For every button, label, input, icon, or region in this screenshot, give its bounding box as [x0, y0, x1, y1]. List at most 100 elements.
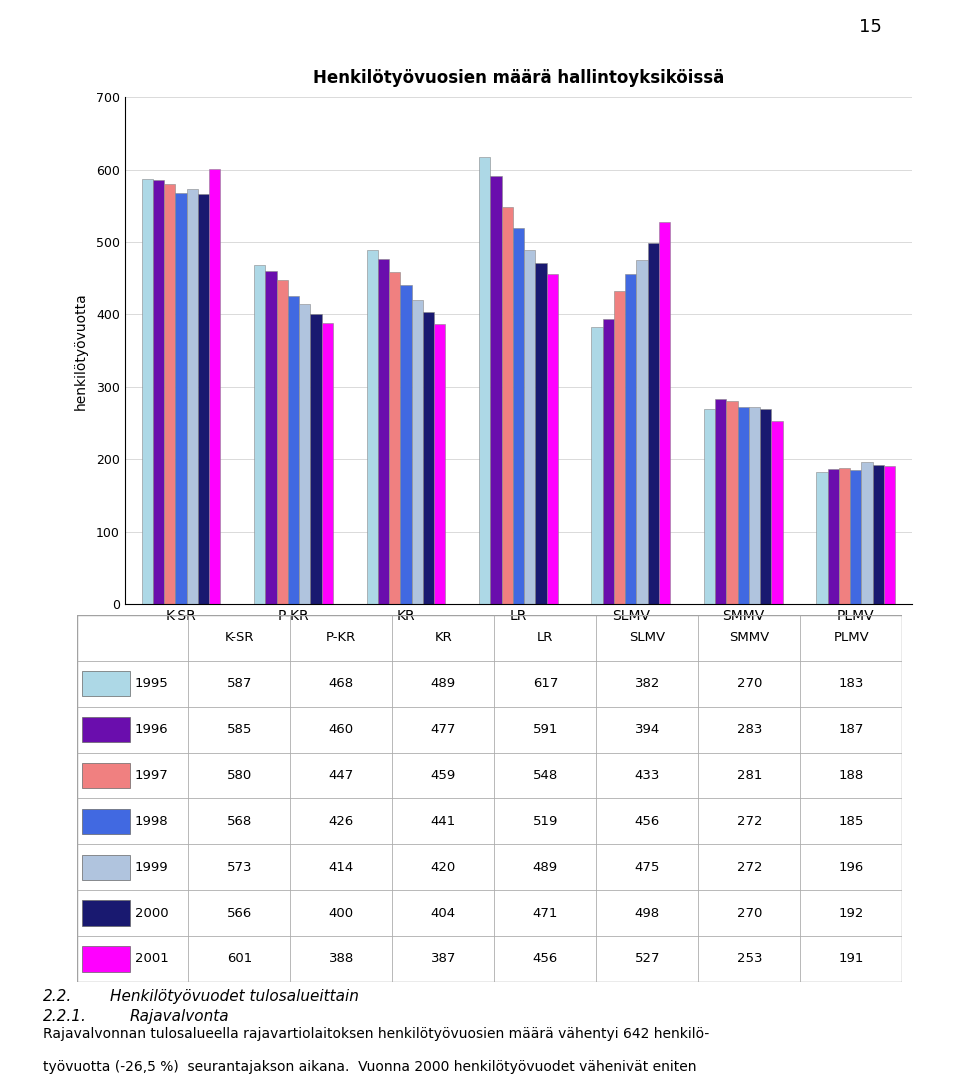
Text: 617: 617: [533, 678, 558, 691]
Text: 441: 441: [431, 815, 456, 828]
Bar: [749, 407, 760, 604]
Text: 475: 475: [635, 861, 660, 874]
Bar: [393, 707, 494, 753]
Bar: [851, 470, 861, 604]
Bar: [393, 935, 494, 982]
Bar: [82, 946, 130, 971]
Text: LR: LR: [538, 631, 554, 644]
Bar: [625, 274, 636, 604]
Bar: [494, 890, 596, 935]
Text: 573: 573: [227, 861, 252, 874]
Text: 426: 426: [328, 815, 354, 828]
Text: 585: 585: [227, 723, 252, 736]
Bar: [393, 615, 494, 660]
Text: Henkilötyövuodet tulosalueittain: Henkilötyövuodet tulosalueittain: [110, 989, 359, 1005]
Text: 270: 270: [736, 678, 762, 691]
Bar: [801, 615, 902, 660]
Bar: [698, 660, 801, 707]
Text: 388: 388: [328, 953, 354, 966]
Bar: [188, 798, 290, 844]
Text: PLMV: PLMV: [833, 631, 869, 644]
Text: 456: 456: [635, 815, 660, 828]
Bar: [393, 890, 494, 935]
Bar: [290, 707, 393, 753]
Bar: [77, 844, 188, 890]
Bar: [77, 707, 188, 753]
Bar: [614, 290, 625, 604]
Bar: [513, 229, 524, 604]
Y-axis label: henkilötyövuotta: henkilötyövuotta: [74, 291, 87, 410]
Text: 394: 394: [635, 723, 660, 736]
Text: 272: 272: [736, 815, 762, 828]
Text: 2.2.1.: 2.2.1.: [43, 1009, 87, 1024]
Bar: [188, 753, 290, 798]
Text: 548: 548: [533, 769, 558, 782]
Bar: [188, 844, 290, 890]
Bar: [873, 465, 884, 604]
Bar: [801, 707, 902, 753]
Bar: [494, 660, 596, 707]
Bar: [77, 935, 188, 982]
Bar: [491, 176, 501, 604]
Bar: [772, 421, 782, 604]
Bar: [393, 798, 494, 844]
Text: 270: 270: [736, 906, 762, 919]
Bar: [698, 615, 801, 660]
Bar: [494, 798, 596, 844]
Bar: [288, 296, 300, 604]
Bar: [378, 259, 389, 604]
Bar: [727, 400, 737, 604]
Text: 477: 477: [431, 723, 456, 736]
Bar: [591, 328, 603, 604]
Bar: [82, 671, 130, 696]
Text: 188: 188: [839, 769, 864, 782]
Text: 1995: 1995: [135, 678, 169, 691]
Bar: [82, 763, 130, 788]
Text: 460: 460: [328, 723, 354, 736]
Bar: [400, 285, 412, 604]
Text: SLMV: SLMV: [630, 631, 665, 644]
Bar: [254, 265, 265, 604]
Text: KR: KR: [435, 631, 452, 644]
Bar: [698, 935, 801, 982]
Text: 2001: 2001: [135, 953, 169, 966]
Text: 2000: 2000: [135, 906, 169, 919]
Text: 283: 283: [736, 723, 762, 736]
Bar: [290, 935, 393, 982]
Text: 185: 185: [839, 815, 864, 828]
Bar: [801, 890, 902, 935]
Bar: [801, 935, 902, 982]
Bar: [659, 222, 670, 604]
Text: 587: 587: [227, 678, 252, 691]
Text: 591: 591: [533, 723, 558, 736]
Bar: [524, 250, 536, 604]
Bar: [884, 466, 895, 604]
Bar: [265, 271, 276, 604]
Text: 420: 420: [431, 861, 456, 874]
Bar: [494, 753, 596, 798]
Bar: [77, 753, 188, 798]
Bar: [760, 409, 772, 604]
Bar: [188, 707, 290, 753]
Bar: [290, 890, 393, 935]
Bar: [596, 615, 698, 660]
Bar: [164, 185, 176, 604]
Bar: [290, 844, 393, 890]
Bar: [596, 935, 698, 982]
Bar: [393, 844, 494, 890]
Bar: [596, 707, 698, 753]
Bar: [198, 194, 209, 604]
Bar: [801, 798, 902, 844]
Bar: [153, 180, 164, 604]
Text: 489: 489: [533, 861, 558, 874]
Bar: [596, 798, 698, 844]
Text: K-SR: K-SR: [225, 631, 254, 644]
Bar: [300, 304, 310, 604]
Bar: [77, 798, 188, 844]
Text: 1999: 1999: [135, 861, 169, 874]
Bar: [290, 753, 393, 798]
Bar: [546, 274, 558, 604]
Bar: [816, 472, 828, 604]
Text: 527: 527: [635, 953, 660, 966]
Text: Rajavalvonnan tulosalueella rajavartiolaitoksen henkilötyövuosien määrä vähentyi: Rajavalvonnan tulosalueella rajavartiola…: [43, 1027, 709, 1041]
